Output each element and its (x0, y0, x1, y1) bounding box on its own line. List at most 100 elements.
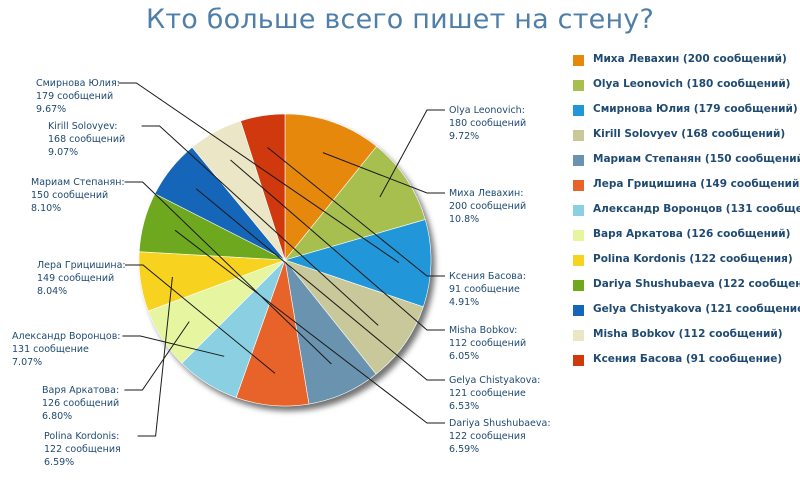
callout-leader-line (267, 147, 445, 277)
callout-name: Misha Bobkov: (449, 325, 517, 336)
legend-item-александр-воронцов: Александр Воронцов (131 сообщение) (568, 199, 800, 224)
legend-swatch (573, 230, 584, 241)
callout-мариам-степанян: Мариам Степанян: 150 сообщений 8.10% (31, 177, 332, 365)
callout-name: Миха Левахин: (449, 188, 523, 199)
callout-name: Лера Грицишина: (37, 260, 126, 271)
legend-label: Варя Аркатова (126 сообщений) (593, 228, 791, 240)
callout-misha-bobkov: Misha Bobkov: 112 сообщений 6.05% (230, 159, 526, 362)
callout-count: 122 сообщения (449, 431, 526, 442)
chart-legend: Миха Левахин (200 сообщений) Olya Leonovi… (568, 49, 800, 374)
callout-leader-line (118, 82, 400, 264)
pie-slice-смирнова-юлия (283, 219, 432, 308)
callout-count: 122 сообщения (44, 444, 121, 455)
legend-item-misha-bobkov: Misha Bobkov (112 сообщений) (568, 324, 800, 349)
callout-leader-line (124, 181, 332, 365)
callout-polina-kordonis: Polina Kordonis: 122 сообщения 6.59% (44, 276, 173, 468)
callout-name: Polina Kordonis: (44, 431, 119, 442)
legend-swatch (573, 130, 584, 141)
callout-count: 121 сообщение (449, 388, 526, 399)
callout-name: Смирнова Юлия: (36, 78, 120, 89)
callout-варя-аркатова: Варя Аркатова: 126 сообщений 6.80% (42, 321, 190, 422)
callout-leader-line (141, 125, 379, 326)
callout-count: 126 сообщений (42, 398, 119, 409)
legend-swatch (573, 355, 584, 366)
callout-kirill-solovyev: Kirill Solovyev: 168 сообщений 9.07% (48, 121, 379, 326)
callout-count: 112 сообщений (449, 338, 526, 349)
legend-item-dariya-shushubaeva: Dariya Shushubaeva (122 сообщения) (568, 274, 800, 299)
chart-title: Кто больше всего пишет на стену? (145, 4, 655, 35)
legend-label: Ксения Басова (91 сообщение) (593, 353, 783, 365)
callout-percent: 6.80% (42, 411, 72, 422)
callout-count: 179 сообщений (36, 91, 113, 102)
legend-label: Александр Воронцов (131 сообщение) (593, 203, 800, 215)
legend-swatch (573, 305, 584, 316)
legend-item-смирнова-юлия: Смирнова Юлия (179 сообщений) (568, 99, 800, 124)
callout-name: Gelya Chistyakova: (449, 375, 540, 386)
callout-percent: 10.8% (449, 214, 479, 225)
legend-swatch (573, 80, 584, 91)
legend-label: Смирнова Юлия (179 сообщений) (593, 103, 798, 115)
legend-item-мариам-степанян: Мариам Степанян (150 сообщений) (568, 149, 800, 174)
legend-label: Misha Bobkov (112 сообщений) (593, 328, 783, 340)
callout-percent: 6.59% (449, 444, 479, 455)
legend-label: Мариам Степанян (150 сообщений) (593, 153, 800, 165)
callout-name: Александр Воронцов: (12, 331, 121, 342)
legend-label: Лера Грицишина (149 сообщений) (593, 178, 800, 190)
callout-leader-line (379, 109, 445, 198)
legend-label: Kirill Solovyev (168 сообщений) (593, 128, 786, 140)
callout-percent: 6.53% (449, 401, 479, 412)
callout-percent: 6.05% (449, 351, 479, 362)
callout-name: Olya Leonovich: (449, 105, 525, 116)
legend-swatch (573, 205, 584, 216)
callout-leader-line (230, 159, 445, 331)
callout-percent: 9.07% (48, 147, 78, 158)
callout-leader-line (125, 264, 276, 374)
callout-name: Kirill Solovyev: (48, 121, 117, 132)
callout-миха-левахин: Миха Левахин: 200 сообщений 10.8% (322, 152, 526, 225)
legend-item-миха-левахин: Миха Левахин (200 сообщений) (568, 49, 800, 74)
legend-label: Dariya Shushubaeva (122 сообщения) (593, 278, 800, 290)
pie-slice-kirill-solovyev (284, 259, 424, 375)
legend-item-olya-leonovich: Olya Leonovich (180 сообщений) (568, 74, 800, 99)
legend-item-ксения-басова: Ксения Басова (91 сообщение) (568, 349, 800, 374)
callout-leader-line (174, 229, 445, 424)
pie-slice-миха-левахин (284, 113, 378, 261)
legend-swatch (573, 180, 584, 191)
callout-leader-line (124, 321, 190, 391)
callout-count: 180 сообщений (449, 118, 526, 129)
legend-swatch (573, 55, 584, 66)
legend-label: Миха Левахин (200 сообщений) (593, 53, 787, 65)
pie-slice-olya-leonovich (284, 145, 426, 261)
callout-ксения-басова: Ксения Басова: 91 сообщение 4.91% (267, 147, 526, 308)
callout-gelya-chistyakova: Gelya Chistyakova: 121 сообщение 6.53% (195, 188, 540, 412)
callout-percent: 8.04% (37, 286, 67, 297)
legend-item-лера-грицишина: Лера Грицишина (149 сообщений) (568, 174, 800, 199)
pie-chart: Миха Левахин: 200 сообщений 10.8% Olya Leon… (12, 78, 551, 468)
callout-percent: 7.07% (12, 357, 42, 368)
callout-olya-leonovich: Olya Leonovich: 180 сообщений 9.72% (379, 105, 526, 198)
callout-percent: 9.67% (36, 104, 66, 115)
callout-count: 150 сообщений (31, 190, 108, 201)
legend-item-варя-аркатова: Варя Аркатова (126 сообщений) (568, 224, 800, 249)
callout-count: 91 сообщение (449, 284, 520, 295)
callout-count: 149 сообщений (37, 273, 114, 284)
callout-percent: 6.59% (44, 457, 74, 468)
legend-item-kirill-solovyev: Kirill Solovyev (168 сообщений) (568, 124, 800, 149)
callout-count: 200 сообщений (449, 201, 526, 212)
legend-swatch (573, 155, 584, 166)
callout-leader-line (322, 152, 445, 194)
callout-leader-line (122, 335, 225, 357)
callout-percent: 4.91% (449, 297, 479, 308)
legend-swatch (573, 105, 584, 116)
callout-name: Dariya Shushubaeva: (449, 418, 551, 429)
callout-смирнова-юлия: Смирнова Юлия: 179 сообщений 9.67% (36, 78, 400, 264)
callout-лера-грицишина: Лера Грицишина: 149 сообщений 8.04% (37, 260, 276, 374)
callout-percent: 8.10% (31, 203, 61, 214)
callout-count: 131 сообщение (12, 344, 89, 355)
callout-name: Варя Аркатова: (42, 385, 119, 396)
legend-swatch (573, 280, 584, 291)
legend-swatch (573, 330, 584, 341)
callout-name: Мариам Степанян: (31, 177, 125, 188)
legend-label: Polina Kordonis (122 сообщения) (593, 253, 793, 265)
callout-dariya-shushubaeva: Dariya Shushubaeva: 122 сообщения 6.59% (174, 229, 551, 455)
